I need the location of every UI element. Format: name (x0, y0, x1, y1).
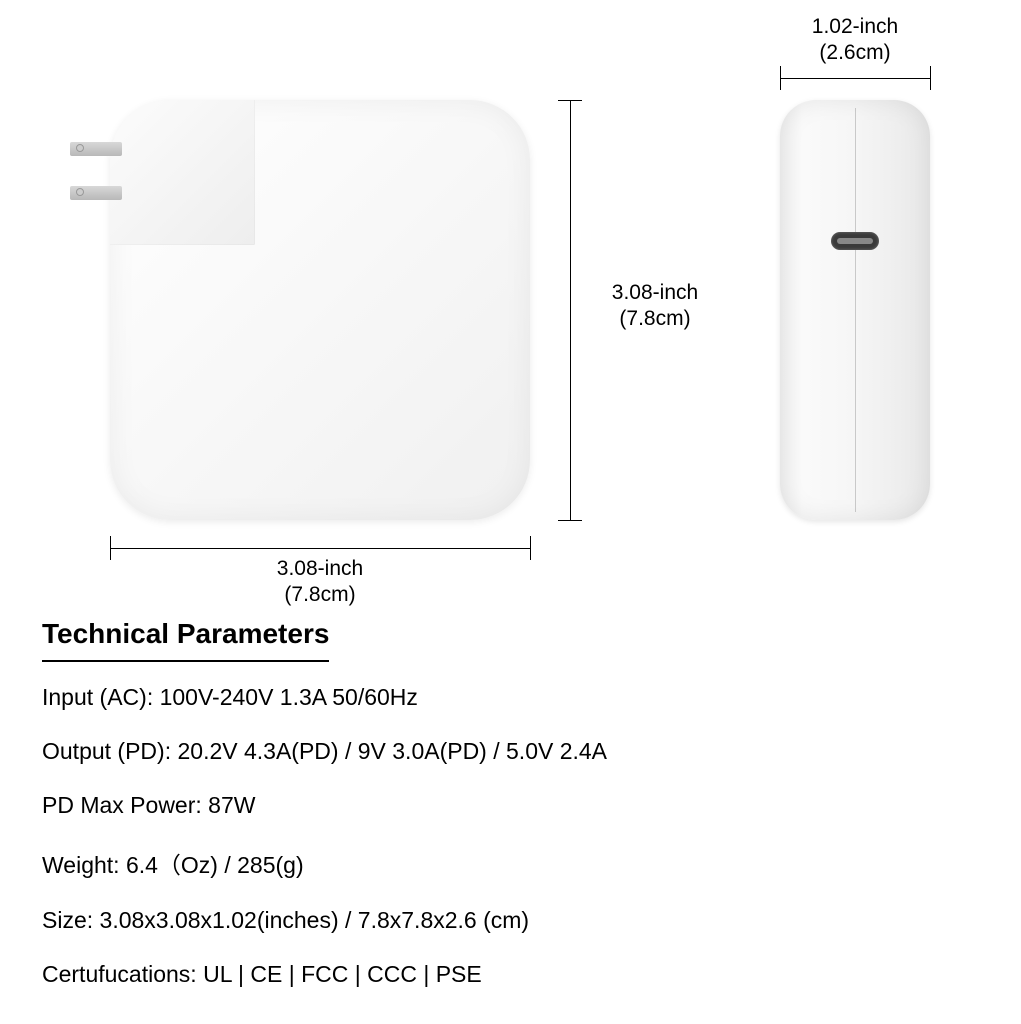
usb-c-port-icon (831, 232, 879, 250)
dim-cm: (2.6cm) (790, 40, 920, 66)
dim-line-height (570, 100, 571, 520)
seam-line (855, 108, 856, 512)
dim-cap (930, 66, 931, 90)
dim-label-width: 3.08-inch (7.8cm) (255, 556, 385, 609)
dim-cap (530, 536, 531, 560)
dim-cap (558, 100, 582, 101)
dim-cap (110, 536, 111, 560)
spec-row: Input (AC): 100V-240V 1.3A 50/60Hz (42, 684, 979, 711)
ac-prong (70, 142, 122, 156)
prong-plate (110, 100, 255, 245)
product-diagram: 3.08-inch (7.8cm) 3.08-inch (7.8cm) 1.02… (0, 0, 1021, 590)
dim-inch: 3.08-inch (255, 556, 385, 582)
spec-row: Certufucations: UL | CE | FCC | CCC | PS… (42, 961, 979, 988)
adapter-front-view (110, 100, 530, 520)
spec-row: Weight: 6.4（Oz) / 285(g) (42, 846, 979, 880)
dim-cm: (7.8cm) (255, 582, 385, 608)
spec-row: Output (PD): 20.2V 4.3A(PD) / 9V 3.0A(PD… (42, 738, 979, 765)
dim-cap (558, 520, 582, 521)
ac-prong (70, 186, 122, 200)
spec-row: PD Max Power: 87W (42, 792, 979, 819)
spec-row: Size: 3.08x3.08x1.02(inches) / 7.8x7.8x2… (42, 907, 979, 934)
dim-line-width (110, 548, 530, 549)
dim-label-height: 3.08-inch (7.8cm) (590, 280, 720, 333)
dim-cm: (7.8cm) (590, 306, 720, 332)
specs-title: Technical Parameters (42, 618, 329, 662)
dim-inch: 1.02-inch (790, 14, 920, 40)
dim-cap (780, 66, 781, 90)
dim-label-depth: 1.02-inch (2.6cm) (790, 14, 920, 67)
adapter-side-view (780, 100, 930, 520)
technical-parameters-section: Technical Parameters Input (AC): 100V-24… (42, 618, 979, 1015)
dim-line-depth (780, 78, 930, 79)
dim-inch: 3.08-inch (590, 280, 720, 306)
